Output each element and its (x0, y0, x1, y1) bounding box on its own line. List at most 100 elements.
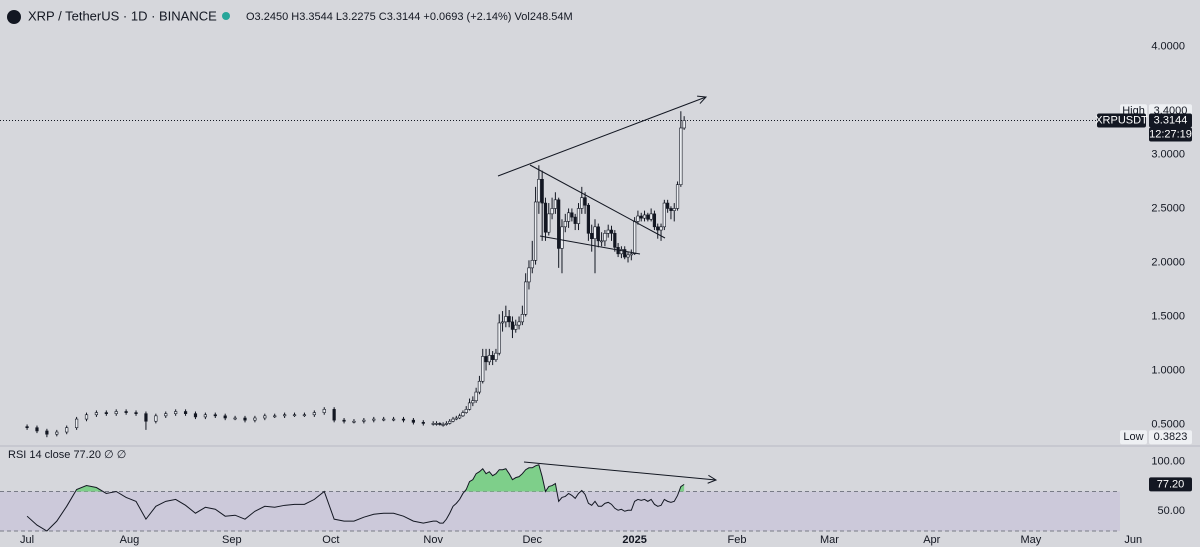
x-tick-label: 2025 (622, 534, 646, 546)
low: L3.2275 (336, 11, 376, 23)
open: O3.2450 (246, 11, 288, 23)
candle-body (669, 208, 673, 211)
rsi-source: ∅ (104, 449, 114, 461)
volume: Vol248.54M (515, 11, 573, 23)
candle-body (649, 213, 653, 220)
candle-body (580, 197, 584, 209)
candle-body (223, 415, 227, 419)
x-tick-label: Aug (120, 534, 140, 546)
last-price: 3.3144 (1154, 114, 1188, 126)
candle-body (662, 202, 666, 228)
candle-body (434, 423, 439, 425)
y-tick-label: 2.0000 (1151, 256, 1185, 268)
trend-line[interactable] (497, 97, 706, 177)
candle-body (527, 267, 531, 283)
candle-body (75, 418, 79, 429)
candle-body (174, 411, 178, 414)
wedge-line[interactable] (529, 164, 666, 239)
candle-body (263, 415, 267, 419)
low-label-box (1120, 430, 1147, 445)
candle-body (596, 226, 600, 242)
candle-body (104, 412, 108, 414)
candle-body (524, 281, 528, 315)
symbol-title[interactable]: XRP / TetherUS · 1D · BINANCE (28, 8, 217, 23)
candle-body (543, 202, 548, 233)
rsi-divergence-line[interactable] (523, 461, 716, 480)
rsi-last-value: 77.20 (1157, 478, 1185, 490)
candle-body (623, 249, 627, 258)
candle-body (530, 260, 534, 269)
candle-body (566, 212, 571, 222)
candle-body (537, 178, 541, 203)
status-dot (222, 12, 230, 20)
candle-body (507, 316, 511, 323)
candle-body (629, 253, 633, 256)
candle-body (500, 321, 505, 324)
overbought-fill (27, 464, 685, 492)
y-tick-label: 0.5000 (1151, 418, 1185, 430)
candle-body (672, 208, 676, 211)
x-tick-label: Dec (522, 534, 542, 546)
candle-body (494, 352, 498, 360)
countdown-box (1149, 127, 1192, 142)
high: H3.3544 (291, 11, 333, 23)
candle-body (312, 412, 316, 416)
y-tick-label: 2.5000 (1151, 202, 1185, 214)
candle-body (411, 419, 415, 423)
candle-body (484, 356, 488, 363)
candle-body (547, 213, 551, 233)
wedge-line[interactable] (539, 235, 641, 255)
candle-body (471, 400, 475, 404)
rsi-value: 77.20 (73, 449, 101, 461)
candle-body (609, 229, 614, 234)
candle-body (487, 355, 491, 363)
low-price-box (1149, 430, 1192, 445)
candle-body (431, 423, 435, 425)
symbol-tag: XRPUSDT (1095, 114, 1148, 126)
candle-body (193, 413, 198, 418)
candle-body (283, 414, 287, 417)
candle-body (563, 221, 567, 228)
candle-body (352, 420, 356, 423)
candle-body (421, 422, 425, 424)
x-tick-label: Jul (20, 534, 34, 546)
candle-body (504, 316, 508, 323)
candle-body (438, 423, 442, 425)
candle-body (497, 322, 501, 354)
candle-body (444, 423, 449, 425)
candle-body (633, 221, 637, 255)
x-tick-label: Apr (923, 534, 940, 546)
candle-body (675, 184, 680, 209)
candle-body (464, 409, 468, 413)
y-tick-label: 50.00 (1157, 505, 1185, 517)
candle-body (401, 418, 406, 421)
candle-body (273, 415, 277, 418)
candle-body (510, 321, 515, 330)
candle-body (35, 427, 39, 432)
x-tick-label: Feb (727, 534, 746, 546)
y-tick-label: 3.0000 (1151, 148, 1185, 160)
y-tick-label: 1.0000 (1151, 364, 1185, 376)
candle-body (636, 215, 640, 222)
candle-body (679, 127, 683, 185)
candle-body (233, 417, 237, 420)
rsi-source: ∅ (117, 449, 127, 461)
candle-body (553, 199, 557, 209)
candle-body (458, 415, 462, 419)
rsi-legend[interactable]: RSI 14 close 77.20 ∅ ∅ (8, 449, 126, 461)
x-tick-label: Oct (322, 534, 339, 546)
candle-body (342, 419, 346, 422)
symbol-icon[interactable] (7, 10, 21, 24)
candle-body (593, 226, 597, 240)
candle-body (134, 412, 138, 414)
rsi-name: RSI 14 close (8, 449, 70, 461)
candle-body (491, 355, 495, 360)
candle-body (292, 414, 297, 417)
candle-body (332, 409, 336, 421)
candle-body (144, 413, 148, 422)
y-tick-label: 4.0000 (1151, 40, 1185, 52)
candle-body (517, 321, 521, 326)
candle-body (481, 356, 485, 382)
candle-body (391, 418, 396, 421)
